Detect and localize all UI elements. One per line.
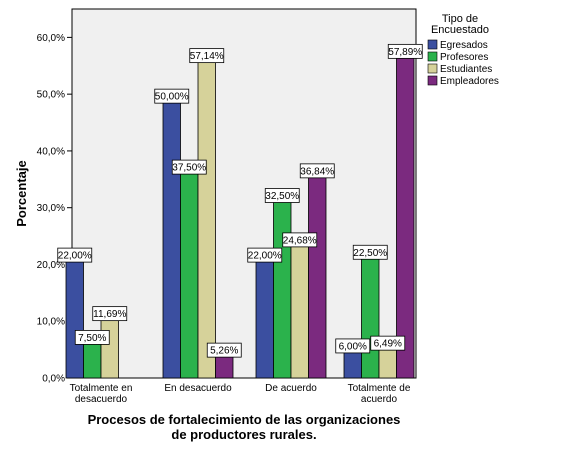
legend-item-label: Egresados [440,40,488,51]
legend-swatch [427,39,438,50]
data-label: 7,50% [78,333,106,344]
legend-swatch [427,63,438,74]
bar-estudiantes [197,53,216,379]
data-label: 50,00% [155,92,189,103]
bar-empleadores [396,48,415,379]
y-tick-label: 40,0% [37,146,65,157]
bar-empleadores [308,168,327,379]
data-label: 57,14% [190,51,224,62]
bar-estudiantes [290,237,309,379]
bar-egresados [162,93,181,379]
bar-egresados [255,252,274,379]
bar-profesores [273,193,292,379]
y-tick-label: 60,0% [37,33,65,44]
y-tick-label: 30,0% [37,203,65,214]
data-label-box [57,247,93,263]
legend-item-label: Estudiantes [440,64,492,75]
data-label: 37,50% [172,163,206,174]
data-label: 57,89% [388,47,422,58]
y-axis-title: Porcentaje [14,160,29,226]
y-tick-label: 10,0% [37,317,65,328]
data-label: 24,68% [283,235,317,246]
bar-profesores [361,249,380,379]
data-label-box [154,88,190,104]
x-category-label: De acuerdo [265,383,317,394]
data-label-box [335,338,371,354]
data-label: 22,00% [248,251,282,262]
x-category-label: En desacuerdo [164,383,232,394]
data-label: 22,50% [353,248,387,259]
bar-egresados [65,252,84,379]
data-label: 5,26% [210,346,238,357]
legend-item-label: Profesores [440,52,488,63]
x-category-label: acuerdo [361,394,398,405]
legend-item-label: Empleadores [440,76,499,87]
data-label-box [171,159,207,175]
data-label: 6,49% [374,339,402,350]
x-category-label: desacuerdo [75,394,128,405]
data-label-box [92,306,128,322]
y-tick-label: 0,0% [42,374,65,385]
x-category-label: Totalmente de [348,383,411,394]
data-label-box [370,335,406,351]
data-label-box [282,232,318,248]
y-tick-label: 50,0% [37,90,65,101]
legend-title: Encuestado [431,24,489,36]
data-label: 11,69% [93,309,126,320]
x-axis-title: Procesos de fortalecimiento de las organ… [88,412,401,427]
data-label: 22,00% [58,251,92,262]
legend-swatch [427,75,438,86]
data-label-box [206,342,242,358]
data-label-box [264,188,300,203]
data-label: 36,84% [300,166,334,177]
data-label: 6,00% [339,341,367,352]
data-label-box [189,48,225,64]
legend-swatch [427,51,438,62]
data-label-box [247,247,283,263]
x-axis-title: de productores rurales. [171,427,316,442]
data-label-box [299,163,335,179]
legend-title: Tipo de [442,13,478,25]
data-label-box [387,43,423,59]
data-label-box [74,330,110,345]
data-label-box [352,244,388,260]
y-tick-label: 20,0% [37,260,65,271]
plot-area [71,8,417,379]
x-category-label: Totalmente en [70,383,133,394]
data-label: 32,50% [265,191,299,202]
bar-profesores [180,164,199,379]
